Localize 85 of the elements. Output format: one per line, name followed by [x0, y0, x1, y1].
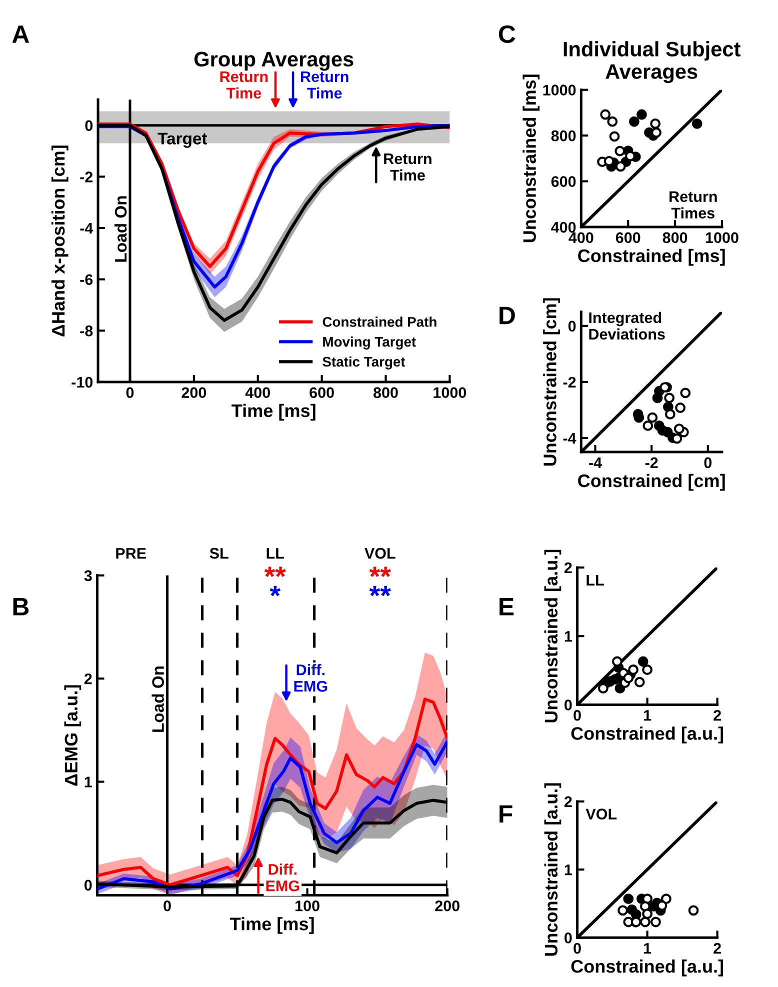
- x-tick-label: 1: [644, 943, 652, 954]
- x-tick-label: 0: [164, 900, 171, 912]
- x-tick-label: 100: [296, 900, 320, 912]
- y-axis-title: ΔHand x-position [cm]: [51, 146, 68, 336]
- y-tick-label: -2: [80, 172, 93, 182]
- x-tick-label: 400: [245, 387, 270, 398]
- x-axis-title: Constrained [a.u.]: [571, 726, 724, 744]
- y-tick-label: -6: [80, 274, 93, 286]
- annotation: Return Time: [220, 71, 268, 99]
- x-axis-title: Constrained [ms]: [578, 248, 725, 266]
- annotation: LL: [586, 574, 604, 586]
- text: A: [12, 26, 30, 43]
- text: D: [500, 306, 515, 324]
- y-axis-title: Unconstrained [cm]: [543, 298, 560, 466]
- y-tick-label: 0: [568, 320, 576, 332]
- y-tick-label: -4: [563, 433, 576, 444]
- y-tick-label: 0: [564, 932, 572, 944]
- y-axis-title: Unconstrained [a.u.]: [544, 550, 562, 722]
- text: VOL: [364, 548, 396, 559]
- x-tick-label: 200: [435, 900, 460, 912]
- x-tick-label: 200: [182, 387, 206, 398]
- legend-label: Moving Target: [323, 336, 416, 350]
- chart-title: Individual Subject Averages: [564, 41, 740, 84]
- y-tick-label: 600: [551, 176, 576, 187]
- y-tick-label: -10: [72, 376, 93, 388]
- x-tick-label: 600: [310, 387, 334, 398]
- annotation: Return Time: [384, 154, 432, 181]
- y-tick-label: 0: [85, 120, 93, 132]
- annotation: Integrated Deviations: [589, 312, 665, 340]
- annotation: Return Times: [670, 191, 717, 219]
- annotation: **: [369, 586, 391, 596]
- text: F: [500, 805, 512, 823]
- x-tick-label: 2: [714, 942, 721, 954]
- x-tick-label: -4: [589, 457, 602, 468]
- ref-line-label: Load On: [152, 666, 164, 732]
- x-axis-title: Time [ms]: [230, 917, 314, 934]
- y-tick-label: 0: [564, 700, 572, 710]
- y-tick-label: 2: [564, 796, 572, 807]
- legend-label: Constrained Path: [322, 316, 436, 327]
- x-axis-title: Time [ms]: [232, 404, 316, 421]
- annotation: *: [270, 586, 280, 596]
- y-tick-label: 2: [84, 673, 92, 684]
- x-tick-label: 600: [616, 232, 640, 244]
- y-tick-label: -2: [563, 376, 576, 388]
- legend-label: Static Target: [322, 356, 406, 370]
- y-tick-label: 1: [564, 631, 572, 642]
- x-tick-label: 1000: [706, 232, 738, 244]
- y-axis-title: ΔEMG [a.u.]: [64, 685, 82, 786]
- x-tick-label: 1: [644, 710, 652, 721]
- x-tick-label: 0: [126, 387, 134, 398]
- annotation: Return Time: [301, 71, 348, 99]
- y-tick-label: 1: [564, 864, 572, 876]
- y-tick-label: 400: [551, 222, 576, 233]
- y-tick-label: 800: [551, 130, 576, 142]
- chart-title: Group Averages: [194, 52, 354, 71]
- annotation: Diff. EMG: [294, 664, 328, 692]
- annotation: VOL: [586, 808, 617, 820]
- x-tick-label: 800: [373, 387, 398, 398]
- text: SL: [210, 548, 228, 559]
- x-tick-label: 800: [662, 232, 688, 244]
- y-tick-label: -4: [80, 223, 94, 234]
- ref-line-label: Load On: [114, 196, 127, 262]
- x-tick-label: 2: [714, 710, 721, 721]
- x-axis-title: Constrained [a.u.]: [571, 960, 724, 976]
- annotation: Diff. EMG: [266, 864, 300, 892]
- text: B: [13, 598, 29, 616]
- x-tick-label: -2: [645, 457, 658, 468]
- y-tick-label: 3: [84, 570, 92, 582]
- x-tick-label: 0: [704, 457, 712, 468]
- y-axis-title: Unconstrained [a.u.]: [544, 783, 562, 956]
- ref-line-label: Target: [158, 132, 208, 148]
- y-tick-label: 0: [84, 880, 92, 891]
- text: PRE: [116, 548, 146, 559]
- y-tick-label: -8: [80, 326, 93, 336]
- annotation: **: [369, 566, 391, 578]
- y-tick-label: 1000: [543, 84, 576, 96]
- text: C: [498, 25, 516, 44]
- x-axis-title: Constrained [cm]: [578, 474, 725, 491]
- text: E: [500, 598, 514, 616]
- text: LL: [266, 548, 284, 559]
- annotation: **: [264, 566, 286, 578]
- y-tick-label: 2: [564, 562, 572, 574]
- x-tick-label: 1000: [434, 387, 466, 398]
- y-tick-label: 1: [84, 776, 92, 788]
- y-axis-title: Unconstrained [ms]: [522, 74, 540, 242]
